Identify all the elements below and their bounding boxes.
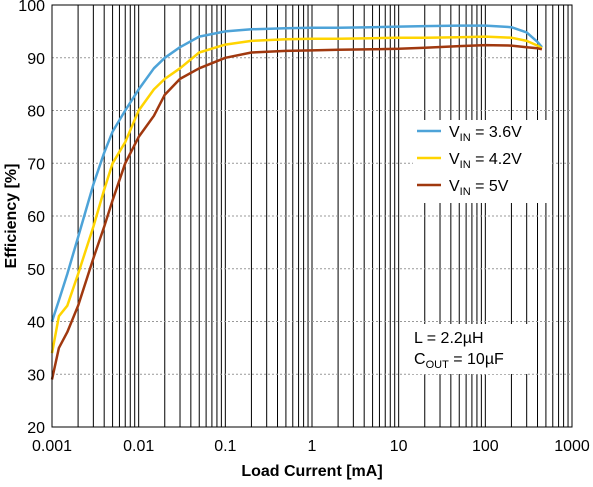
legend-label-tail: = 5V [471,178,509,195]
legend-label-3: VIN = 5V [449,178,509,198]
legend-label-main: V [449,178,460,195]
y-tick-label: 100 [18,0,45,15]
x-tick-labels: 0.001 0.01 0.1 1 10 100 1000 [32,438,590,455]
series-line-3 [50,43,543,380]
anno2-main: C [414,351,426,368]
series-line-1 [50,24,543,322]
y-tick-label: 50 [27,262,45,279]
legend-label-2: VIN = 4.2V [449,151,522,171]
legend-label-main: V [449,124,460,141]
anno2-sub: OUT [426,359,450,371]
legend-label-1: VIN = 3.6V [449,124,522,144]
annotation-inductance: L = 2.2µH [414,330,484,347]
y-tick-label: 60 [27,209,45,226]
annotation-box: L = 2.2µH COUT = 10µF [410,324,528,374]
series-lines [50,24,543,380]
y-tick-label: 90 [27,51,45,68]
y-tick-labels: 20 30 40 50 60 70 80 90 100 [18,0,45,437]
anno2-tail: = 10µF [449,351,504,368]
x-tick-label: 100 [472,438,499,455]
series-line-2 [50,35,543,354]
y-axis-label: Efficiency [%] [3,164,20,269]
y-tick-label: 30 [27,367,45,384]
annotation-output-cap: COUT = 10µF [414,351,504,371]
legend-label-sub: IN [460,159,471,171]
legend-label-sub: IN [460,186,471,198]
x-axis-label: Load Current [mA] [241,463,382,480]
x-tick-label: 1 [308,438,317,455]
legend-background [413,120,551,203]
x-tick-label: 0.01 [123,438,154,455]
legend-label-tail: = 3.6V [471,124,522,141]
x-tick-label: 0.1 [214,438,236,455]
legend-label-tail: = 4.2V [471,151,522,168]
legend-label-main: V [449,151,460,168]
legend-label-sub: IN [460,132,471,144]
y-tick-label: 70 [27,156,45,173]
y-tick-label: 40 [27,315,45,332]
x-tick-label: 10 [390,438,408,455]
y-tick-label: 80 [27,104,45,121]
plot-frame [51,4,573,428]
x-tick-label: 0.001 [32,438,72,455]
annotation-background [410,324,528,374]
y-tick-label: 20 [27,420,45,437]
x-tick-label: 1000 [554,438,590,455]
